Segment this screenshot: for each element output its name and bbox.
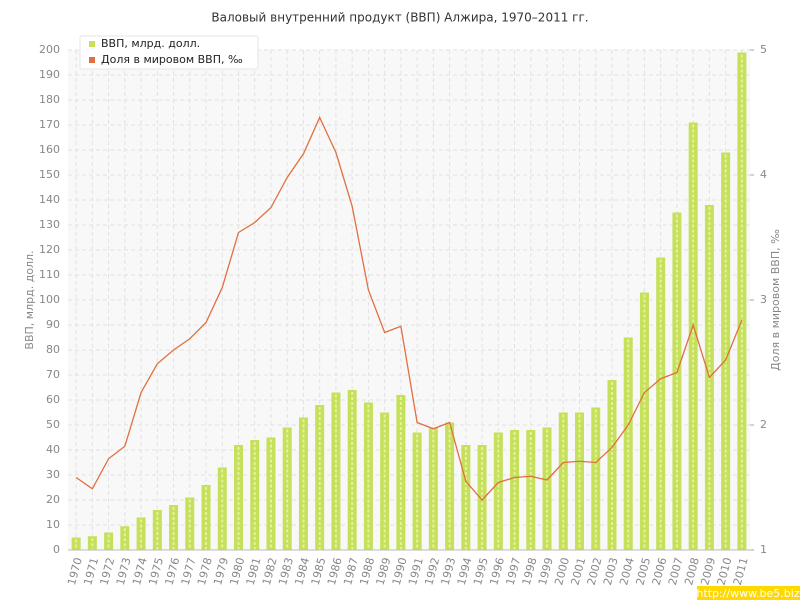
bar [623, 337, 633, 550]
y-tick-label: 150 [39, 168, 60, 181]
y-tick-label: 60 [46, 393, 60, 406]
legend-box [79, 35, 259, 70]
bar [591, 407, 601, 550]
y-tick-label: 140 [39, 193, 60, 206]
y2-tick-label: 2 [760, 418, 767, 431]
bar [656, 257, 666, 550]
y-tick-label: 190 [39, 68, 60, 81]
y2-tick-label: 3 [760, 293, 767, 306]
y-tick-label: 10 [46, 518, 60, 531]
y-tick-label: 20 [46, 493, 60, 506]
bar [185, 497, 195, 550]
bar [120, 526, 130, 550]
y-tick-label: 160 [39, 143, 60, 156]
y2-tick-label: 4 [760, 168, 767, 181]
y-tick-label: 110 [39, 268, 60, 281]
chart-title: Валовый внутренний продукт (ВВП) Алжира,… [211, 11, 588, 25]
legend-label: ВВП, млрд. долл. [101, 37, 200, 50]
bar [71, 537, 81, 550]
y-tick-label: 130 [39, 218, 60, 231]
bar [282, 427, 292, 550]
y-tick-label: 0 [53, 543, 60, 556]
bar [136, 517, 146, 550]
y-tick-label: 80 [46, 343, 60, 356]
y-tick-label: 120 [39, 243, 60, 256]
layer: 0 10 20 30 40 50 60 70 80 90 100 110 120 130 140 150 160… [39, 35, 767, 587]
y-axis-label: ВВП, млрд. долл. [23, 250, 36, 349]
legend: ВВП, млрд. долл. Доля в мировом ВВП, ‰ [79, 35, 259, 70]
watermark-bg [697, 586, 800, 600]
bar [542, 427, 552, 550]
y-tick-label: 180 [39, 93, 60, 106]
y-tick-label: 50 [46, 418, 60, 431]
y-tick-label: 170 [39, 118, 60, 131]
y-tick-label: 90 [46, 318, 60, 331]
legend-swatch [89, 41, 95, 47]
bar [87, 536, 97, 550]
legend-swatch [89, 57, 95, 63]
y-tick-label: 30 [46, 468, 60, 481]
bar [298, 417, 308, 550]
y2-tick-label: 5 [760, 43, 767, 56]
y-tick-label: 40 [46, 443, 60, 456]
bar [266, 437, 276, 550]
watermark: http://www.be5.biz [696, 587, 799, 600]
line [75, 115, 743, 501]
bar [217, 467, 227, 550]
legend-label: Доля в мировом ВВП, ‰ [101, 53, 243, 66]
y-tick-label: 200 [39, 43, 60, 56]
y-tick-label: 100 [39, 293, 60, 306]
y2-axis-label: Доля в мировом ВВП, ‰ [769, 229, 782, 371]
y2-tick-label: 1 [760, 543, 767, 556]
bar [428, 427, 438, 550]
y-tick-label: 70 [46, 368, 60, 381]
